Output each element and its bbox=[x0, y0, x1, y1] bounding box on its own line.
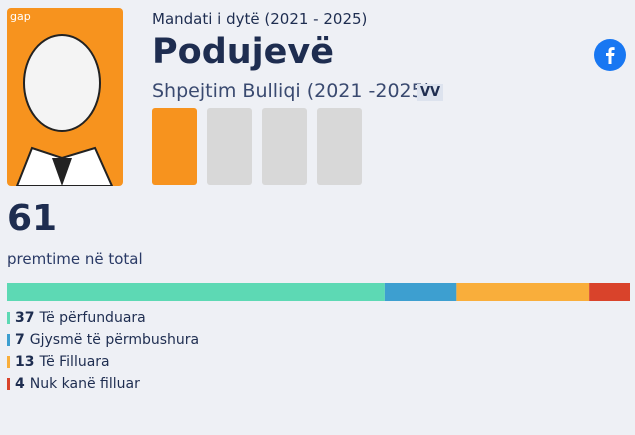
mayor-thumbnail[interactable] bbox=[262, 108, 307, 185]
facebook-button[interactable] bbox=[594, 39, 626, 71]
legend-swatch bbox=[7, 334, 10, 346]
total-value: 61 bbox=[7, 198, 58, 239]
legend-value: 4 bbox=[15, 376, 25, 392]
subtitle: Mandati i dytë (2021 - 2025) bbox=[152, 10, 368, 28]
portrait: gap bbox=[7, 8, 123, 186]
legend-swatch bbox=[7, 312, 10, 324]
legend-label: Të përfunduara bbox=[39, 310, 146, 326]
mayor-thumbnail[interactable] bbox=[317, 108, 362, 185]
legend-item: 37 Të përfunduara bbox=[7, 307, 199, 329]
legend-value: 13 bbox=[15, 354, 35, 370]
mayor: Shpejtim Bulliqi (2021 -2025) bbox=[152, 80, 432, 102]
portrait-logo: gap bbox=[10, 10, 31, 23]
legend-item: 13 Të Filluara bbox=[7, 351, 199, 373]
legend: 37 Të përfunduara 7 Gjysmë të përmbushura 13… bbox=[7, 307, 199, 395]
legend-swatch bbox=[7, 356, 10, 368]
legend-value: 37 bbox=[15, 310, 35, 326]
party-badge[interactable]: VV bbox=[417, 84, 444, 101]
legend-item: 4 Nuk kanë filluar bbox=[7, 373, 199, 395]
legend-label: Nuk kanë filluar bbox=[29, 376, 140, 392]
bar-segment bbox=[589, 283, 630, 301]
legend-swatch bbox=[7, 378, 10, 390]
legend-value: 7 bbox=[15, 332, 25, 348]
legend-item: 7 Gjysmë të përmbushura bbox=[7, 329, 199, 351]
title: Podujevë bbox=[152, 32, 334, 72]
legend-label: Të Filluara bbox=[39, 354, 110, 370]
bar-segment bbox=[7, 283, 385, 301]
total-label: premtime në total bbox=[7, 250, 143, 268]
status-bar bbox=[7, 283, 630, 301]
bar-segment bbox=[456, 283, 590, 301]
bar-segment bbox=[384, 283, 457, 301]
legend-label: Gjysmë të përmbushura bbox=[29, 332, 200, 348]
mayor-thumbnail[interactable] bbox=[207, 108, 252, 185]
mayor-thumbnail[interactable] bbox=[152, 108, 197, 185]
